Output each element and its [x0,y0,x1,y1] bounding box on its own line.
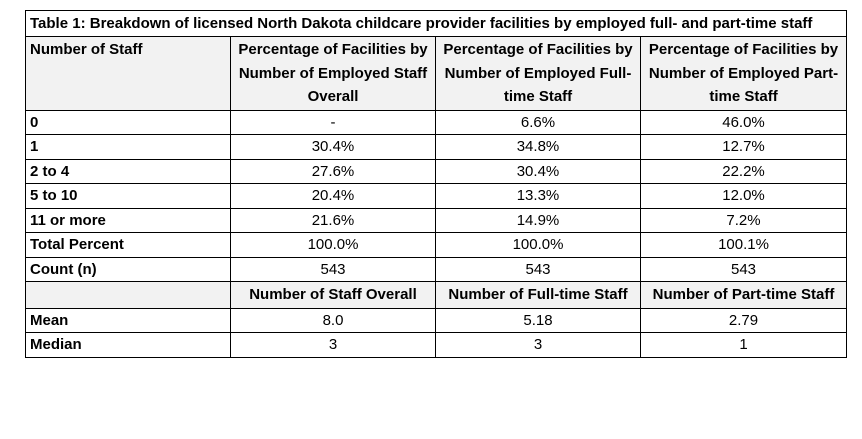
subheader-row: Number of Staff Overall Number of Full-t… [25,281,848,309]
cell-overall: 543 [230,256,436,282]
row-label: Median [25,332,231,358]
table-row: 1 30.4% 34.8% 12.7% [25,134,848,160]
cell-full-time: 6.6% [435,109,641,135]
cell-part-time: 22.2% [639,158,848,184]
cell-part-time: 12.7% [639,134,848,160]
cell-full-time: 5.18 [435,307,641,333]
cell-part-time: 2.79 [639,307,848,333]
subheader-cell-full-time: Number of Full-time Staff [435,281,641,309]
cell-overall: 27.6% [230,158,436,184]
subheader-cell-part-time: Number of Part-time Staff [639,281,848,309]
cell-part-time: 1 [639,332,848,358]
row-label: Count (n) [25,256,231,282]
row-label: 2 to 4 [25,158,231,184]
table-row-median: Median 3 3 1 [25,332,848,358]
cell-overall: 21.6% [230,207,436,233]
subheader-cell-overall: Number of Staff Overall [230,281,436,309]
cell-full-time: 30.4% [435,158,641,184]
table-row: 0 - 6.6% 46.0% [25,109,848,135]
header-cell-full-time: Percentage of Facilities by Number of Em… [435,36,641,111]
cell-part-time: 12.0% [639,183,848,209]
row-label: Total Percent [25,232,231,258]
cell-full-time: 13.3% [435,183,641,209]
cell-overall: 20.4% [230,183,436,209]
table-row-total: Total Percent 100.0% 100.0% 100.1% [25,232,848,258]
cell-overall: 30.4% [230,134,436,160]
row-label: 11 or more [25,207,231,233]
table-row: 2 to 4 27.6% 30.4% 22.2% [25,158,848,184]
cell-part-time: 543 [639,256,848,282]
row-label: 0 [25,109,231,135]
header-cell-overall: Percentage of Facilities by Number of Em… [230,36,436,111]
cell-full-time: 543 [435,256,641,282]
table-container: Table 1: Breakdown of licensed North Dak… [24,10,848,358]
table-row-count: Count (n) 543 543 543 [25,256,848,282]
cell-part-time: 7.2% [639,207,848,233]
table-row: 11 or more 21.6% 14.9% 7.2% [25,207,848,233]
cell-full-time: 3 [435,332,641,358]
header-cell-number-of-staff: Number of Staff [25,36,231,111]
subheader-cell-blank [25,281,231,309]
cell-full-time: 34.8% [435,134,641,160]
cell-part-time: 46.0% [639,109,848,135]
table-row-mean: Mean 8.0 5.18 2.79 [25,307,848,333]
cell-overall: 3 [230,332,436,358]
caption-row: Table 1: Breakdown of licensed North Dak… [24,10,848,37]
cell-full-time: 14.9% [435,207,641,233]
table-row: 5 to 10 20.4% 13.3% 12.0% [25,183,848,209]
cell-part-time: 100.1% [639,232,848,258]
header-cell-part-time: Percentage of Facilities by Number of Em… [639,36,848,111]
header-row: Number of Staff Percentage of Facilities… [25,36,848,111]
cell-overall: 100.0% [230,232,436,258]
row-label: Mean [25,307,231,333]
cell-full-time: 100.0% [435,232,641,258]
cell-overall: - [230,109,436,135]
row-label: 5 to 10 [25,183,231,209]
staff-breakdown-table: Table 1: Breakdown of licensed North Dak… [24,10,848,358]
table-caption: Table 1: Breakdown of licensed North Dak… [24,10,848,37]
cell-overall: 8.0 [230,307,436,333]
row-label: 1 [25,134,231,160]
